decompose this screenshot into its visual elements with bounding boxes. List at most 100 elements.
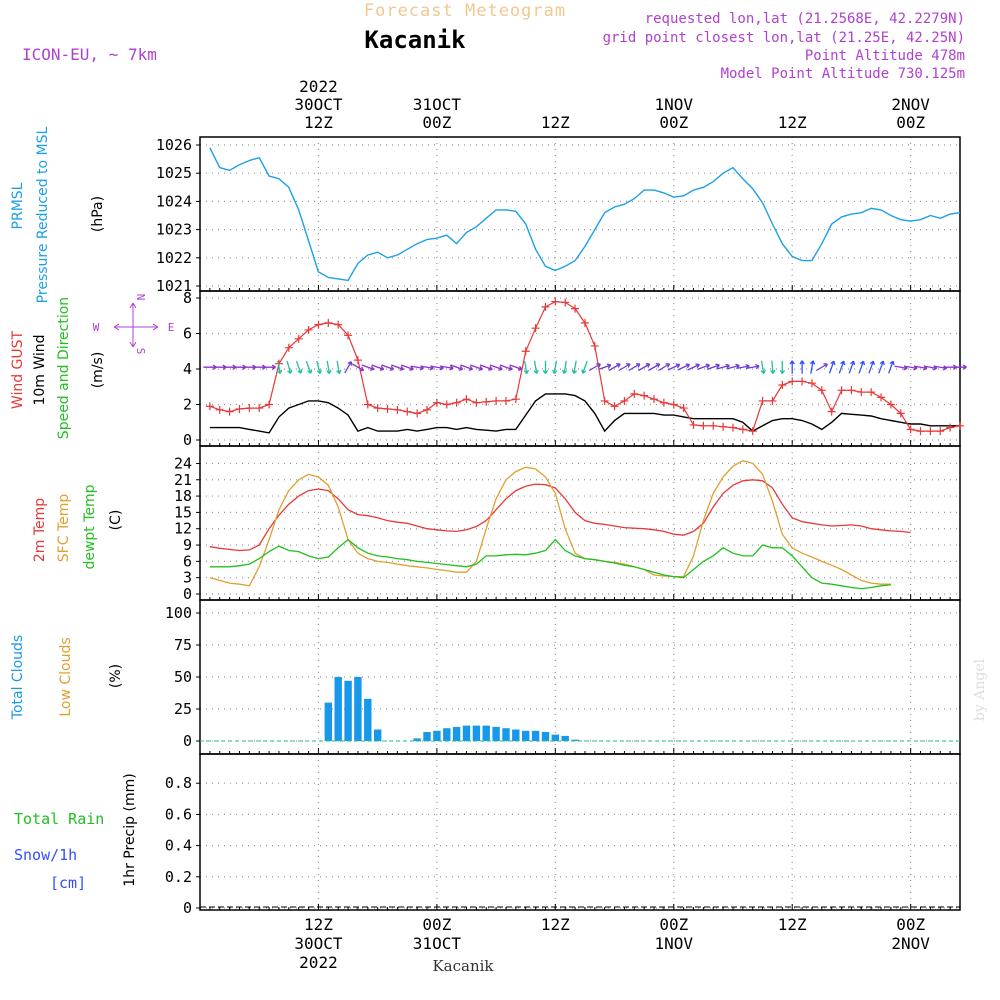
temperature-ytick-label: 3 [183,569,192,587]
top-time-label: 12Z [541,113,570,132]
gust-marker [798,377,807,386]
precip-ytick-label: 0.4 [165,837,192,855]
wind-direction-arrow [618,363,631,372]
gust-marker [225,407,234,416]
gust-marker [304,325,313,334]
total-cloud-bar [541,732,550,741]
pressure-frame [199,136,961,292]
wind-direction-arrow [687,363,700,371]
total-cloud-bar [512,729,520,741]
top-time-label: 2022 [299,77,338,96]
watermark: by Angel [972,658,988,721]
clouds-panel: 0 25 50 75 100 [165,599,961,755]
gust-marker [492,396,501,405]
gust-marker [580,318,589,327]
wind-ylabel-10m: 10m Wind [32,334,48,405]
wind-direction-arrow [371,364,385,371]
wind-direction-arrow [295,360,303,374]
wind-direction-arrow [571,360,578,375]
wind-direction-arrow [336,360,342,375]
wind-direction-arrow [262,364,276,370]
clouds-ytick-label: 100 [165,604,192,622]
total-cloud-bar [364,698,372,741]
total-cloud-bar [462,725,471,741]
model-label: ICON-EU, ~ 7km [22,45,157,64]
top-time-label: 00Z [896,113,925,132]
bottom-time-label: 2022 [299,953,338,972]
temp2m-line [209,479,911,552]
point-altitude: Point Altitude 478m [805,48,965,64]
gust-marker [886,400,895,409]
gust-marker [245,404,254,413]
wind-direction-arrow [657,363,671,372]
wind-direction-arrow [858,360,866,374]
wind-direction-arrow [470,364,484,371]
gust-marker [511,395,520,404]
gust-marker [482,397,491,406]
temperature-ytick-label: 24 [174,454,192,472]
wind-ytick-label: 0 [183,431,192,449]
wind-direction-arrow [878,360,885,374]
temperature-ytick-label: 12 [174,520,192,538]
gust-marker [353,356,362,365]
pressure-ylabel-desc: Pressure Reduced to MSL [35,126,51,303]
requested-coords: requested lon,lat (21.2568E, 42.2279N) [645,11,965,27]
precip-ytick-label: 0.6 [165,805,192,823]
gust-marker [719,422,728,431]
gust-marker [916,427,925,436]
total-cloud-bar [423,732,431,741]
gust-marker [640,391,649,400]
gust-marker [452,398,461,407]
gust-marker [788,377,797,386]
gust-marker [807,379,816,388]
top-time-label: 31OCT [413,95,462,114]
bottom-time-label: 00Z [896,915,925,934]
gust-marker [215,405,224,414]
footer-location: Kacanik [432,957,494,975]
total-cloud-bar [522,730,530,741]
wind-ytick-label: 2 [183,396,192,414]
total-cloud-bar [344,680,352,741]
wind-direction-arrow [523,360,529,375]
precip-label-rain: Total Rain [14,810,104,828]
clouds-ytick-label: 75 [174,636,192,654]
wind-ytick-label: 8 [183,289,192,307]
clouds-ylabel-low: Low Clouds [58,637,74,716]
wind-direction-arrow [361,364,375,371]
wind-direction-arrow [677,363,691,371]
total-cloud-bar [433,730,441,741]
wind-direction-arrow [344,361,353,374]
wind-direction-arrow [888,360,895,374]
gust-marker [630,389,639,398]
gust-marker [383,404,392,413]
location-title: Kacanik [364,26,466,54]
wind-ytick-label: 4 [183,360,192,378]
wind-direction-arrow [391,364,405,371]
total-cloud-bar [472,725,481,741]
dewpoint-line [209,538,891,590]
bottom-time-label: 00Z [659,915,688,934]
gust-marker [817,386,826,395]
gust-marker [857,388,866,397]
gust-marker [541,302,550,311]
bottom-time-label: 00Z [422,915,451,934]
temperature-ytick-label: 6 [183,552,192,570]
precip-ytick-label: 0.8 [165,774,192,792]
gust-marker [738,425,747,434]
wind-direction-arrow [351,363,365,372]
total-cloud-bar [561,735,569,741]
total-cloud-bar [413,738,421,741]
wind-direction-arrow [868,360,875,374]
total-cloud-bar [443,728,451,741]
gust-marker [265,400,274,409]
top-time-label: 00Z [659,113,688,132]
gust-marker [659,398,668,407]
pressure-ytick-label: 1023 [156,221,192,239]
total-cloud-bar [482,725,490,741]
total-cloud-bar [551,734,559,741]
top-time-label: 12Z [778,113,807,132]
gust-marker [403,407,412,416]
gust-marker [590,341,599,350]
temp-ylabel-dewpt: dewpt Temp [82,484,98,569]
